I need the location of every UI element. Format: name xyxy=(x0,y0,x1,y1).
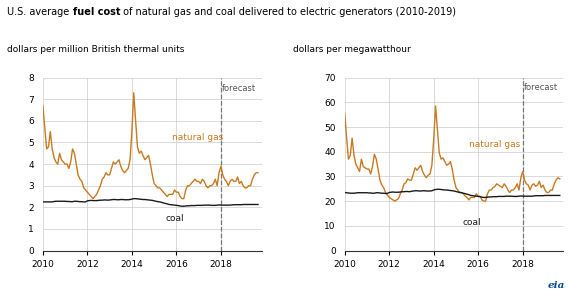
Text: dollars per megawatthour: dollars per megawatthour xyxy=(293,45,411,54)
Text: forecast: forecast xyxy=(222,84,256,93)
Text: dollars per million British thermal units: dollars per million British thermal unit… xyxy=(7,45,185,54)
Text: natural gas: natural gas xyxy=(469,140,521,149)
Text: eia: eia xyxy=(548,281,565,290)
Text: fuel cost: fuel cost xyxy=(73,7,120,17)
Text: coal: coal xyxy=(463,218,481,227)
Text: natural gas: natural gas xyxy=(172,134,223,142)
Text: forecast: forecast xyxy=(524,83,558,92)
Text: of natural gas and coal delivered to electric generators (2010-2019): of natural gas and coal delivered to ele… xyxy=(120,7,456,17)
Text: coal: coal xyxy=(165,214,184,223)
Text: U.S. average: U.S. average xyxy=(7,7,73,17)
